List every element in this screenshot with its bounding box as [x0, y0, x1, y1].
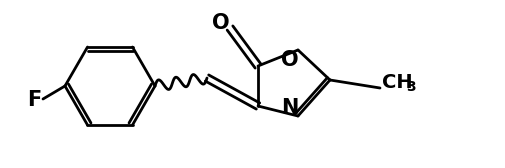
- Text: O: O: [212, 13, 230, 33]
- Text: O: O: [281, 50, 299, 70]
- Text: 3: 3: [406, 80, 416, 94]
- Text: CH: CH: [382, 73, 413, 92]
- Text: N: N: [281, 98, 298, 118]
- Text: F: F: [27, 90, 41, 110]
